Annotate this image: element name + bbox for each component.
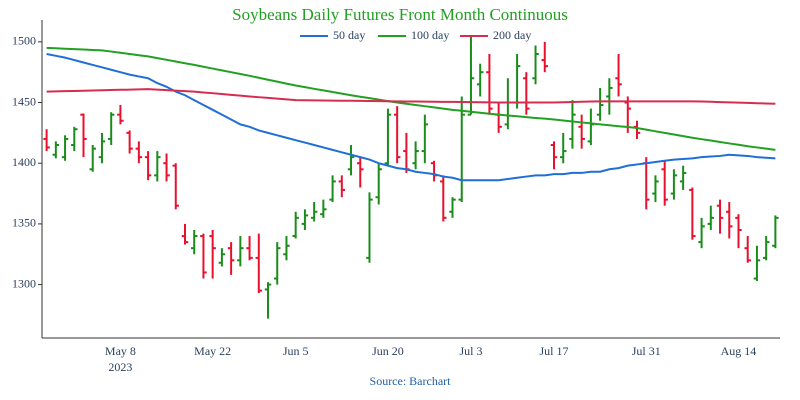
x-tick-label: May 22 xyxy=(194,344,231,358)
x-tick-label: Jun 5 xyxy=(283,344,309,358)
legend-label: 200 day xyxy=(493,28,531,42)
x-tick-label: May 8 xyxy=(105,344,136,358)
x-tick-label: Jul 3 xyxy=(459,344,482,358)
y-tick-label: 1400 xyxy=(12,155,36,169)
ma-line xyxy=(46,46,776,151)
legend-label: 100 day xyxy=(411,28,449,42)
x-year-label: 2023 xyxy=(108,360,132,374)
y-tick-label: 1350 xyxy=(12,216,36,230)
source-note: Source: Barchart xyxy=(370,374,452,388)
x-tick-label: Jul 17 xyxy=(539,344,568,358)
y-tick-label: 1300 xyxy=(12,276,36,290)
x-tick-label: Aug 14 xyxy=(721,344,757,358)
chart-title: Soybeans Daily Futures Front Month Conti… xyxy=(232,5,568,24)
legend-label: 50 day xyxy=(333,28,365,42)
ma-line xyxy=(46,88,776,105)
y-tick-label: 1500 xyxy=(12,34,36,48)
ma-line xyxy=(46,52,776,182)
y-tick-label: 1450 xyxy=(12,94,36,108)
x-tick-label: Jun 20 xyxy=(372,344,404,358)
x-tick-label: Jul 31 xyxy=(632,344,661,358)
